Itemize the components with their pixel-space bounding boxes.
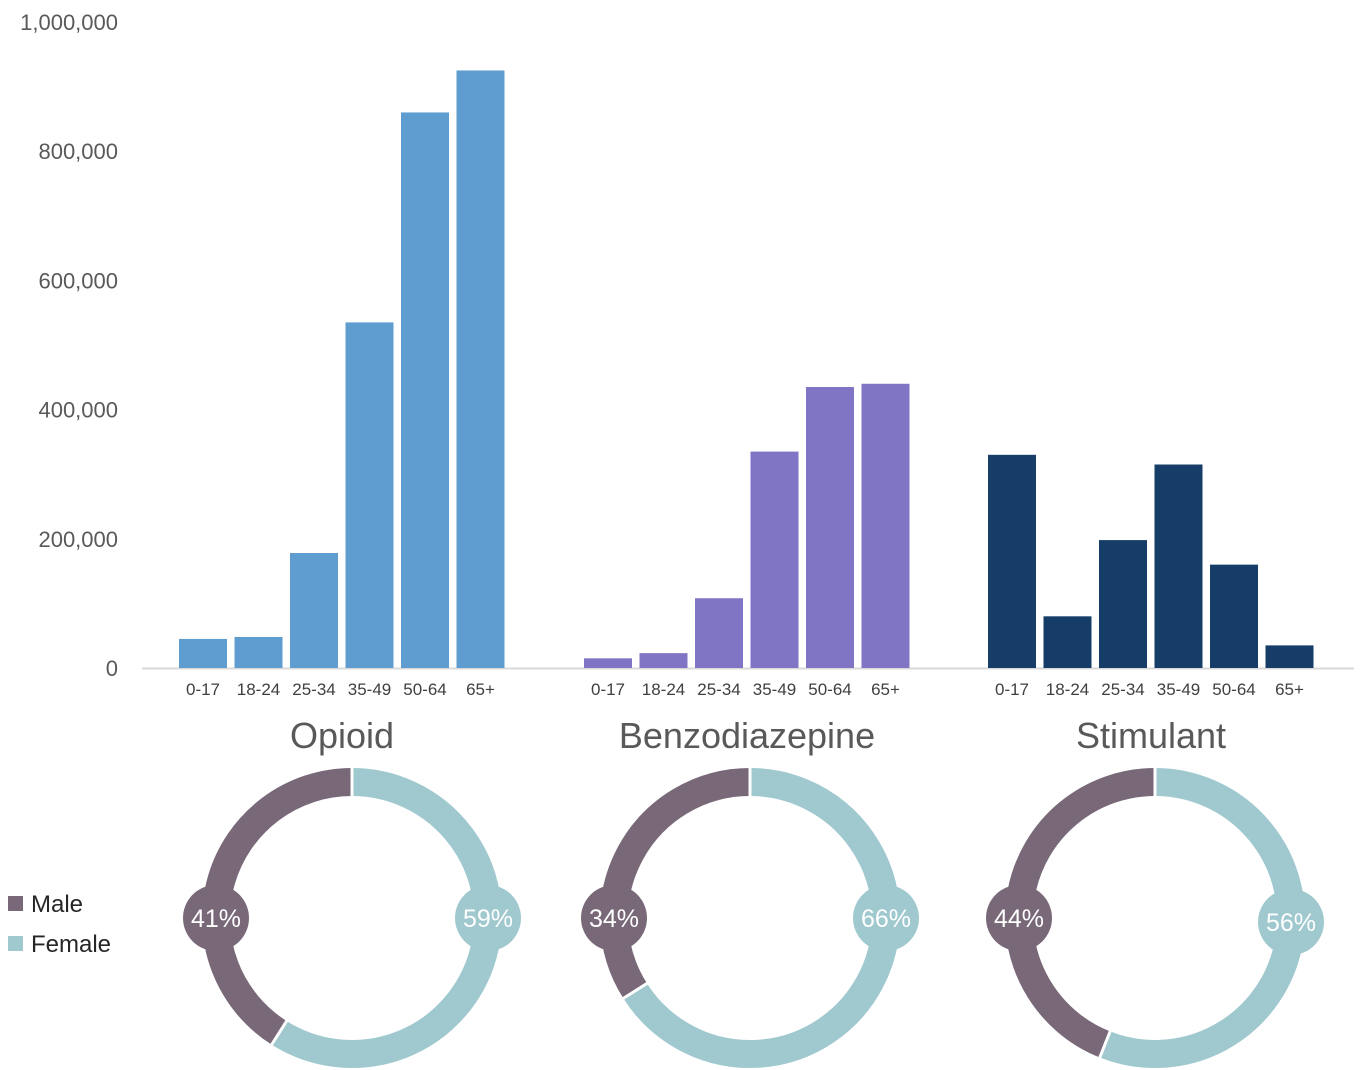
y-tick-label: 0 [106,656,118,681]
x-tick-label: 0-17 [591,680,625,699]
donut-stimulant-female-label: 56% [1266,909,1316,937]
bar-stimulant-0-17 [988,454,1036,668]
donut-opioid-female-label-bubble [455,885,521,951]
x-tick-label: 18-24 [1046,680,1089,699]
x-tick-label: 50-64 [1212,680,1255,699]
x-tick-label: 50-64 [808,680,851,699]
donut-separator [621,981,649,1001]
y-tick-label: 1,000,000 [20,10,118,35]
x-tick-label: 50-64 [403,680,446,699]
x-tick-label: 35-49 [1157,680,1200,699]
donut-benzodiazepine-female-label-bubble [853,885,919,951]
x-tick-label: 25-34 [1101,680,1144,699]
x-tick-label: 65+ [466,680,495,699]
donut-opioid-male-segment [202,768,353,1045]
donut-opioid-female-segment [271,768,502,1068]
bar-benzodiazepine-25-34 [695,598,743,668]
donut-stimulant-female-label-bubble [1258,889,1324,955]
bar-opioid-50-64 [401,112,449,668]
donut-separator [269,1019,289,1047]
x-tick-label: 65+ [871,680,900,699]
bar-stimulant-25-34 [1099,540,1147,668]
donut-stimulant-male-label-bubble [986,885,1052,951]
x-tick-label: 0-17 [995,680,1029,699]
bar-benzodiazepine-35-49 [750,451,799,668]
donut-benzodiazepine-female-segment [623,768,900,1068]
group-title-benzodiazepine: Benzodiazepine [619,715,875,756]
donut-benzodiazepine-female-label: 66% [861,905,911,933]
bar-opioid-25-34 [290,553,338,668]
y-tick-label: 400,000 [38,398,118,423]
bar-benzodiazepine-18-24 [639,653,688,668]
y-tick-label: 600,000 [38,268,118,293]
bar-benzodiazepine-50-64 [806,386,854,668]
donut-stimulant-male-label: 44% [994,905,1044,933]
bar-opioid-18-24 [234,636,283,668]
x-tick-label: 18-24 [237,680,280,699]
bar-opioid-35-49 [345,322,394,668]
legend-swatch-female [8,936,23,951]
x-tick-label: 18-24 [642,680,685,699]
group-title-opioid: Opioid [290,715,394,756]
bar-benzodiazepine-0-17 [584,658,632,668]
donut-opioid-female-label: 59% [463,905,513,933]
legend-label-male: Male [31,891,83,918]
x-tick-label: 35-49 [753,680,796,699]
bar-benzodiazepine-65+ [861,383,910,668]
bar-stimulant-50-64 [1210,564,1258,668]
donut-benzodiazepine-male-label-bubble [581,885,647,951]
y-tick-label: 800,000 [38,139,118,164]
legend-swatch-male [8,896,23,911]
donut-benzodiazepine-male-label: 34% [589,905,639,933]
bar-stimulant-65+ [1265,645,1314,668]
donut-opioid-male-label: 41% [191,905,241,933]
bar-opioid-65+ [456,70,505,668]
bar-stimulant-18-24 [1043,616,1092,668]
bar-opioid-0-17 [179,638,227,668]
bar-stimulant-35-49 [1154,464,1203,668]
x-tick-label: 25-34 [292,680,335,699]
x-tick-label: 0-17 [186,680,220,699]
legend-label-female: Female [31,931,111,958]
x-tick-label: 25-34 [697,680,740,699]
y-tick-label: 200,000 [38,527,118,552]
group-title-stimulant: Stimulant [1076,715,1226,756]
donut-benzodiazepine-male-segment [600,768,751,999]
x-tick-label: 65+ [1275,680,1304,699]
x-tick-label: 35-49 [348,680,391,699]
donut-opioid-male-label-bubble [183,885,249,951]
donut-separator [1098,1029,1112,1059]
